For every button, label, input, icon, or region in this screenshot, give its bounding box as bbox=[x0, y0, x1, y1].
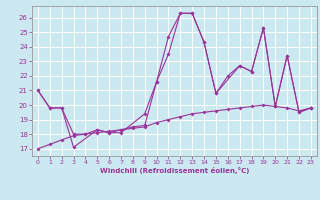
X-axis label: Windchill (Refroidissement éolien,°C): Windchill (Refroidissement éolien,°C) bbox=[100, 167, 249, 174]
